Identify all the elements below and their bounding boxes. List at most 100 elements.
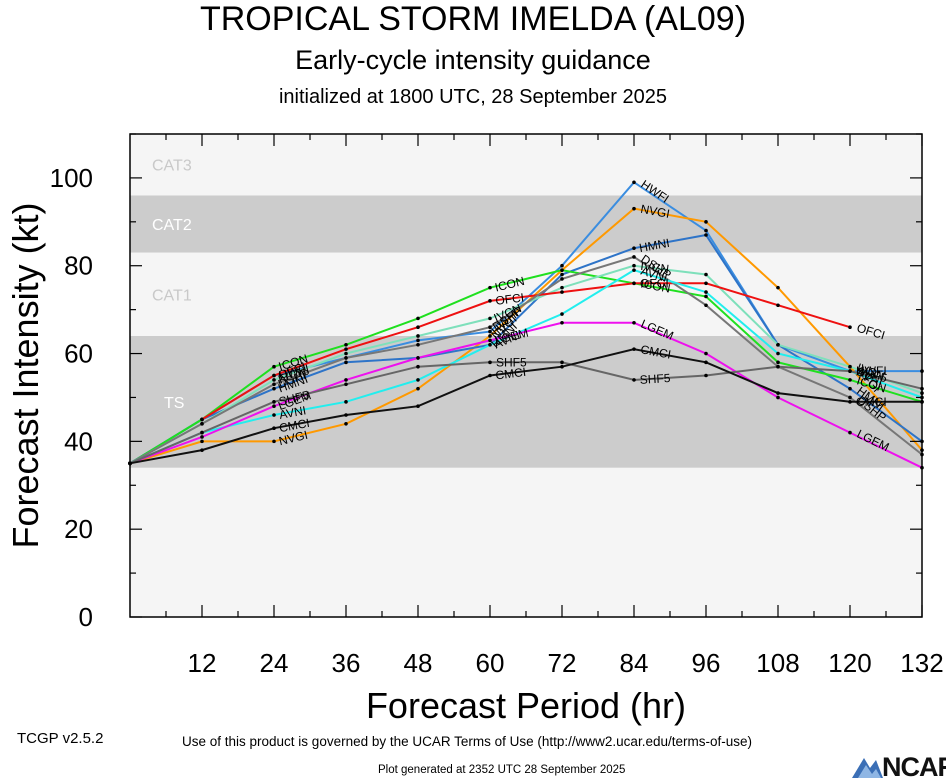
point-dshp [200,422,204,426]
x-tick-label: 72 [548,648,577,678]
series-label-nvgi: NVGI [639,202,670,221]
chart-subtitle: Early-cycle intensity guidance [295,45,651,75]
y-tick-label: 60 [64,339,93,369]
series-line-ofci [201,282,851,421]
point-ofci [560,290,564,294]
y-tick-label: 100 [50,163,93,193]
point-ofci [704,281,708,286]
point-hmni [632,246,636,250]
point-cmci [416,404,420,409]
point-cmci [632,347,636,351]
point-dshp [632,255,636,259]
series-label-shf5: SHF5 [496,355,527,369]
series-label-cmci: CMCI [495,365,527,383]
point-shf5 [632,378,636,382]
series-label-ivcn: IVCN [640,259,670,276]
point-icon [848,378,852,382]
point-lgem [200,435,204,439]
point-dshp [488,325,492,330]
point-cmci [344,413,348,417]
point-nvgi [272,439,276,444]
series-label-icon: ICON [639,276,671,295]
x-tick-label: 132 [900,648,943,678]
point-avni [632,268,636,272]
point-avni [344,400,348,404]
point-nvgi [776,285,780,290]
version-label: TCGP v2.5.2 [17,730,104,747]
point-avni [488,342,492,347]
series-label-ofci: OFCI [640,276,669,290]
point-hmni [704,233,708,237]
x-axis-title: Forecast Period (hr) [366,685,686,726]
series-line-hmni [129,233,923,465]
point-avni [776,351,780,356]
point-hmni [344,360,348,365]
point-icon [272,364,276,369]
band-label-cat1: CAT1 [152,287,192,304]
point-hmni [272,386,276,391]
series-line-cmci [129,348,922,465]
band-below-ts [130,467,922,617]
point-ofci [632,281,636,286]
terms-text: Use of this product is governed by the U… [182,734,752,749]
point-avni [560,312,564,316]
point-dshp [344,356,348,360]
x-tick-label: 24 [260,648,289,678]
point-ivcn [488,316,492,321]
series-label-cmci: CMCI [278,416,311,435]
point-nvgi [200,439,204,444]
series-label-avni: AVNI [278,403,307,422]
point-shf5 [560,360,564,365]
point-nvgi [416,386,420,391]
point-cmci [200,448,204,452]
series-label-hmni: HMNI [638,236,671,255]
point-icon [560,268,564,272]
band-label-ts: TS [164,395,184,412]
point-ivcn [632,263,636,268]
point-hwfi [416,338,420,343]
point-ivcn [416,334,420,338]
x-tick-label: 60 [476,648,505,678]
point-avni [704,290,708,294]
point-dshp [848,395,852,400]
series-label-ofci: OFCI [495,290,525,307]
point-icon [776,360,780,365]
point-ofci [200,417,204,422]
point-avni [416,378,420,382]
y-axis-title: Forecast Intensity (kt) [5,202,46,548]
point-lgem [776,395,780,400]
point-ofci [776,303,780,308]
point-cmci [272,426,276,430]
point-shf5 [488,360,492,365]
point-icon [704,294,708,299]
chart-title: TROPICAL STORM IMELDA (AL09) [199,0,747,38]
point-lgem [560,321,564,325]
x-tick-label: 12 [188,648,217,678]
series-label-shf5: SHF5 [639,371,671,387]
series-label-cmci: CMCI [856,395,887,409]
band-cat1 [130,252,922,336]
point-lgem [488,338,492,343]
point-ofci [848,325,852,330]
point-shf5 [344,382,348,387]
point-avni [272,413,276,417]
point-nvgi [704,220,708,224]
x-tick-label: 36 [332,648,361,678]
point-shf5 [776,364,780,369]
series-line-icon [129,269,923,465]
ncar-logo-icon [852,758,883,778]
init-time: initialized at 1800 UTC, 28 September 20… [278,86,667,108]
x-tick-label: 108 [756,648,799,678]
point-ivcn [272,378,276,382]
point-cmci [488,373,492,378]
point-lgem [272,404,276,409]
point-nvgi [632,206,636,211]
series-line-lgem [129,321,923,469]
series-label-hwfi: HWFI [856,364,887,378]
point-hwfi [488,329,492,334]
point-ofci [488,299,492,303]
point-ofci [416,325,420,330]
point-ivcn [848,364,852,369]
point-dshp [272,382,276,387]
